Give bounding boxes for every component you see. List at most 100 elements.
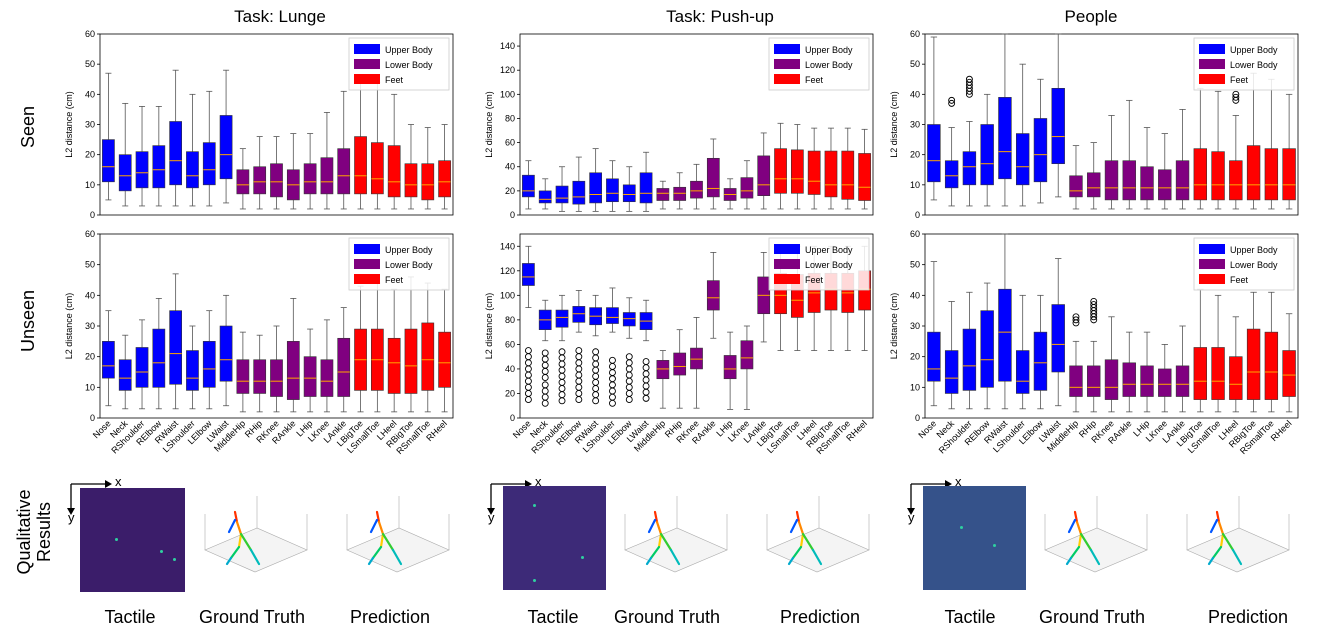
y-tick-label: 10 [85, 180, 95, 190]
box-LElbow [622, 312, 636, 327]
plot3d-floor [1186, 527, 1290, 573]
legend-swatch [1199, 244, 1225, 254]
y-tick-label: 40 [910, 290, 920, 300]
y-tick-label: 40 [505, 364, 515, 374]
y-axis-label: L2 distance (cm) [64, 91, 74, 158]
box-LElbow [1033, 118, 1048, 183]
box-RHeel [438, 331, 451, 388]
panel-pushup-seen: 0 20 40 60 80 100 120 140 L2 distance (cm) Upper … [475, 28, 885, 223]
box-Neck [944, 160, 959, 189]
box-Neck [944, 350, 959, 394]
qualitative-group-people: x y [905, 474, 1305, 599]
outlier-point [524, 371, 532, 379]
outlier-point [609, 356, 616, 364]
box-RWaist [589, 172, 602, 204]
axis-x-label: x [955, 474, 962, 489]
box-LKnee [1158, 368, 1172, 397]
box-RShoulder [135, 151, 149, 189]
outlier-point [524, 347, 532, 354]
skeleton-bone [649, 545, 661, 560]
plot3d-floor [1044, 527, 1148, 573]
outlier-point [524, 396, 532, 404]
box-LElbow [202, 142, 216, 186]
panel-pushup-unseen: 0 20 40 60 80 100 120 140 L2 distance (cm) Nose Ne… [475, 228, 885, 473]
box-RHip [253, 359, 267, 394]
plot3d-frame [624, 496, 728, 573]
box-RHip [253, 166, 267, 195]
legend-swatch [1199, 44, 1225, 54]
skeleton-bone [795, 510, 801, 524]
panel-lunge-unseen: 0 10 20 30 40 50 60 L2 distance (cm) Nose Neck RSh… [55, 228, 465, 473]
skeleton-bone [377, 520, 385, 536]
outlier-point [524, 359, 532, 367]
box-RKnee [1104, 160, 1119, 201]
y-tick-label: 30 [910, 321, 920, 331]
skeleton-bone [659, 532, 673, 552]
outlier-point [642, 364, 650, 372]
legend-swatch [354, 244, 380, 254]
outlier-point [558, 391, 566, 399]
tactile-image [923, 486, 1026, 590]
skeleton-bone [381, 532, 395, 552]
y-tick-label: 120 [500, 65, 515, 75]
box-RShoulder [962, 328, 977, 391]
outlier-point [965, 75, 973, 83]
label-ground-truth: Ground Truth [198, 607, 306, 627]
box-Nose [522, 174, 535, 198]
y-tick-label: 0 [90, 210, 95, 220]
column-title-people: People [1064, 7, 1118, 26]
ground-truth-3d-plot [1044, 496, 1148, 573]
outlier-point [609, 387, 616, 395]
skeleton-bone [811, 548, 823, 566]
box-RWaist [169, 310, 182, 385]
outlier-point [592, 366, 600, 374]
box-RAnkle [706, 280, 720, 311]
outlier-point [541, 387, 549, 395]
label-tactile: Tactile [944, 607, 996, 627]
box-RHip [673, 186, 687, 201]
box-RHip [1087, 365, 1101, 397]
panel-lunge-seen: 0 10 20 30 40 50 60 L2 distance (cm) Upper Body L… [55, 28, 465, 223]
prediction-3d-plot [766, 496, 870, 573]
skeleton-bone [1065, 556, 1073, 566]
prediction-3d-plot [346, 496, 450, 573]
box-Nose [522, 263, 535, 286]
box-LSmallToe [1211, 347, 1225, 400]
box-RBigToe [404, 328, 418, 394]
skeleton-bone [227, 518, 237, 534]
legend-swatch [1199, 74, 1225, 84]
label-ground-truth: Ground Truth [1038, 607, 1146, 627]
y-tick-label: 60 [85, 229, 95, 239]
box-LKnee [740, 177, 754, 199]
qualitative-group-lunge: x y [65, 474, 465, 599]
outlier-point [625, 359, 633, 367]
box-LKnee [320, 359, 334, 397]
skeleton-bone [1089, 548, 1101, 566]
y-tick-label: 30 [910, 120, 920, 130]
outlier-point [592, 360, 600, 368]
skeleton-bone [645, 556, 653, 566]
y-tick-label: 0 [915, 210, 920, 220]
y-tick-label: 0 [915, 413, 920, 423]
skeleton-bone [367, 556, 375, 566]
box-RWaist [169, 121, 182, 186]
skeleton-bone [371, 545, 383, 560]
y-tick-label: 20 [505, 388, 515, 398]
legend-label: Upper Body [805, 45, 853, 55]
legend-label: Feet [385, 75, 404, 85]
y-tick-label: 20 [85, 150, 95, 160]
outlier-point [625, 371, 633, 379]
outlier-point [541, 355, 549, 363]
outlier-point [1090, 301, 1098, 308]
box-MiddleHip [236, 169, 250, 195]
y-tick-label: 50 [85, 59, 95, 69]
outlier-point [524, 390, 532, 397]
box-LAnkle [1175, 160, 1190, 201]
outlier-point [609, 399, 616, 407]
y-tick-label: 50 [910, 260, 920, 270]
y-axis-label: L2 distance (cm) [889, 293, 899, 360]
box-RHeel [858, 153, 871, 201]
box-LWaist [219, 325, 233, 382]
